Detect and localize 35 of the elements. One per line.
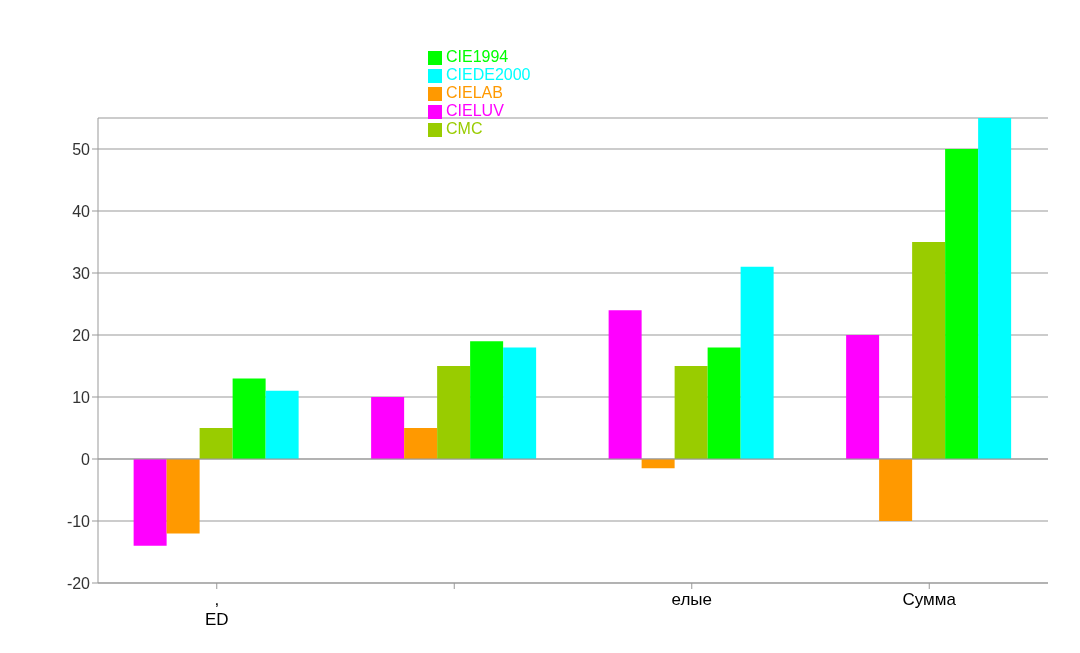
bar: [371, 397, 405, 459]
bar: [912, 242, 946, 459]
x-tick-label: елые: [671, 590, 712, 609]
legend-label: CIELUV: [446, 102, 504, 119]
y-tick-label: 10: [72, 388, 91, 406]
legend-label: CIE1994: [446, 48, 509, 65]
bar: [674, 366, 708, 459]
bar: [199, 428, 233, 459]
y-tick-label: 30: [72, 264, 91, 282]
bar: [707, 347, 741, 459]
legend-label: CIELAB: [446, 84, 503, 101]
x-tick-label: , ED: [204, 590, 229, 629]
bar: [232, 378, 266, 459]
legend-label: CIEDE2000: [446, 66, 531, 83]
x-tick-label: Сумма: [902, 590, 957, 609]
y-tick-label: 20: [72, 326, 91, 344]
y-tick-label: 50: [72, 140, 91, 158]
bar: [133, 459, 167, 546]
legend-label: CMC: [446, 120, 483, 137]
bar: [978, 118, 1012, 459]
bar: [945, 149, 979, 459]
bar: [265, 390, 299, 459]
bar: [879, 459, 913, 521]
bar: [404, 428, 438, 459]
bar: [846, 335, 880, 459]
bar: [608, 310, 642, 459]
bar: [470, 341, 504, 459]
y-tick-label: -20: [66, 574, 91, 592]
y-tick-label: 0: [81, 450, 91, 468]
bar: [503, 347, 537, 459]
y-tick-label: -10: [66, 512, 91, 530]
y-tick-label: 40: [72, 202, 91, 220]
bar: [437, 366, 471, 459]
bar: [166, 459, 200, 534]
bar: [740, 266, 774, 459]
